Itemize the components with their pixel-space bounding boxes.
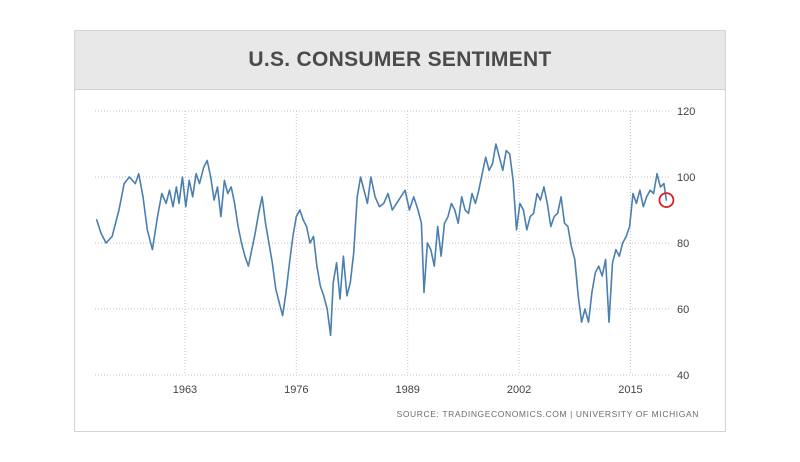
x-tick-label: 1976 bbox=[284, 384, 308, 396]
chart-title: U.S. CONSUMER SENTIMENT bbox=[248, 48, 552, 71]
source-note: SOURCE: TRADINGECONOMICS.COM | UNIVERSIT… bbox=[396, 409, 699, 419]
y-tick-label: 120 bbox=[677, 106, 695, 118]
x-axis: 1963 1976 1989 2002 2015 bbox=[173, 384, 643, 396]
y-axis: 40 60 80 100 120 bbox=[677, 106, 695, 382]
y-tick-label: 100 bbox=[677, 172, 695, 184]
latest-value-marker bbox=[658, 192, 675, 208]
x-tick-label: 1963 bbox=[173, 384, 197, 396]
series-line bbox=[95, 143, 668, 337]
marker-layer bbox=[658, 192, 675, 208]
chart-card: U.S. CONSUMER SENTIMENT 1963 1976 1989 2002… bbox=[74, 30, 726, 432]
x-tick-label: 2002 bbox=[507, 384, 531, 396]
y-tick-label: 60 bbox=[677, 304, 689, 316]
grid-layer bbox=[95, 110, 669, 376]
y-tick-label: 40 bbox=[677, 370, 689, 382]
x-tick-label: 1989 bbox=[395, 384, 419, 396]
chart-header: U.S. CONSUMER SENTIMENT bbox=[75, 31, 725, 90]
series-layer bbox=[95, 143, 668, 337]
x-tick-label: 2015 bbox=[618, 384, 642, 396]
line-chart: 1963 1976 1989 2002 2015 40 60 80 100 120 bbox=[95, 106, 695, 396]
y-tick-label: 80 bbox=[677, 238, 689, 250]
